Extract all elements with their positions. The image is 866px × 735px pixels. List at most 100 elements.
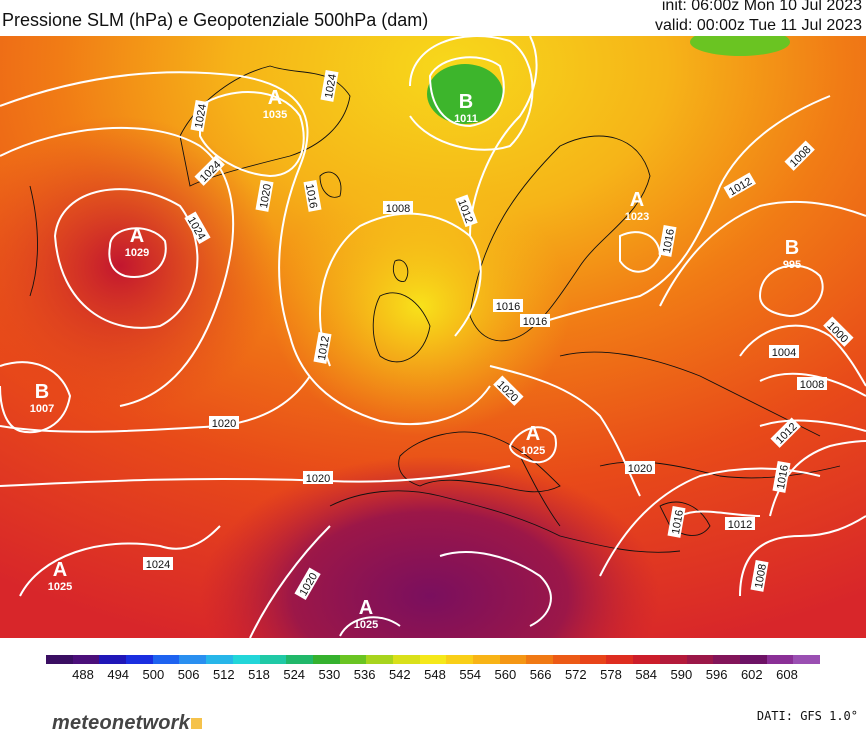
svg-text:B: B [35,381,49,403]
isobar-label: 1024 [190,100,209,132]
colorbar-tick-label: 518 [248,667,270,682]
colorbar-tick-label: 488 [72,667,94,682]
colorbar-swatch [579,655,607,664]
svg-text:1024: 1024 [146,559,170,571]
colorbar-tick-label: 542 [388,667,411,682]
colorbar-swatch [126,655,153,664]
colorbar-swatch [473,655,500,664]
colorbar-swatch [446,655,473,664]
isobar-label: 1004 [769,345,799,359]
isobar-label: 1008 [750,560,769,592]
colorbar-swatch [419,655,447,664]
colorbar-tick-label: 548 [424,667,446,682]
colorbar-tick-label: 536 [353,667,376,682]
isobar-label: 1008 [797,377,827,391]
colorbar-swatch [766,655,794,664]
colorbar-tick-label: 500 [142,667,165,682]
colorbar-swatch [46,655,73,664]
svg-text:1023: 1023 [625,211,649,223]
colorbar-tick-label: 494 [107,667,130,682]
isobar-label: 1020 [625,461,655,475]
colorbar-tick-label: 584 [635,667,658,682]
colorbar-swatch [179,655,207,664]
map-title: Pressione SLM (hPa) e Geopotenziale 500h… [2,10,429,30]
colorbar-swatch [499,655,527,664]
svg-text:1004: 1004 [772,347,796,359]
svg-text:1020: 1020 [306,473,330,485]
data-source: DATI: GFS 1.0° [756,709,858,723]
svg-text:1008: 1008 [800,379,824,391]
svg-text:B: B [459,91,473,113]
colorbar-swatch [312,655,340,664]
isobar-label: 1020 [303,471,333,485]
isobar-label: 1016 [658,225,677,257]
svg-text:1025: 1025 [521,445,545,457]
svg-text:1011: 1011 [454,113,478,125]
colorbar-tick-label: 566 [529,667,552,682]
colorbar-swatch [206,655,233,664]
svg-text:1024: 1024 [193,103,209,129]
svg-text:1007: 1007 [30,403,54,415]
colorbar-tick-label: 554 [459,667,482,682]
isobar-label: 1016 [667,506,686,538]
svg-text:1024: 1024 [323,73,339,99]
isobar-label: 1020 [209,416,239,430]
colorbar-swatch [392,655,420,664]
svg-text:1025: 1025 [48,581,72,593]
colorbar-swatch [366,655,393,664]
isobars [0,36,866,638]
brand-logo: meteonetwork [52,712,202,735]
svg-text:1020: 1020 [258,183,274,209]
init-time: init: 06:00z Mon 10 Jul 2023 [661,0,862,14]
colorbar-swatch [339,655,367,664]
colorbar-swatch [633,655,660,664]
svg-text:1012: 1012 [728,519,752,531]
colorbar-tick-label: 578 [600,667,622,682]
isobar-label: 1016 [303,180,322,212]
svg-text:1016: 1016 [523,316,547,328]
colorbar-tick-label: 596 [705,667,728,682]
colorbar-tick-label: 530 [318,667,341,682]
svg-text:1016: 1016 [661,228,677,254]
african-high-area [200,456,660,638]
svg-text:A: A [268,87,282,109]
colorbar [46,655,820,664]
svg-text:1025: 1025 [354,619,378,631]
colorbar-swatch [713,655,740,664]
isobar-label: 1008 [383,201,413,215]
colorbar-swatch [606,655,634,664]
svg-text:1020: 1020 [212,418,236,430]
coastlines [29,65,841,553]
svg-text:1012: 1012 [316,335,332,361]
svg-text:A: A [130,225,144,247]
svg-text:1016: 1016 [303,183,319,209]
colorbar-tick-label: 512 [212,667,235,682]
svg-text:1016: 1016 [496,301,520,313]
colorbar-swatch [793,655,820,664]
colorbar-tick-label: 524 [283,667,306,682]
isobar-label: 1024 [320,70,339,102]
svg-text:1020: 1020 [628,463,652,475]
svg-text:A: A [630,189,644,211]
isobar-label: 1012 [313,332,332,364]
colorbar-swatch [259,655,287,664]
colorbar-swatch [286,655,313,664]
colorbar-swatch [739,655,767,664]
colorbar-swatch [553,655,580,664]
colorbar-tick-label: 572 [564,667,587,682]
isobar-label: 1016 [772,461,791,493]
isobar-label: 1020 [255,180,274,212]
green-top-area [690,36,790,56]
isobar-label: 1024 [143,557,173,571]
colorbar-swatch [99,655,127,664]
svg-text:A: A [53,559,67,581]
isobar-label: 1016 [520,314,550,328]
